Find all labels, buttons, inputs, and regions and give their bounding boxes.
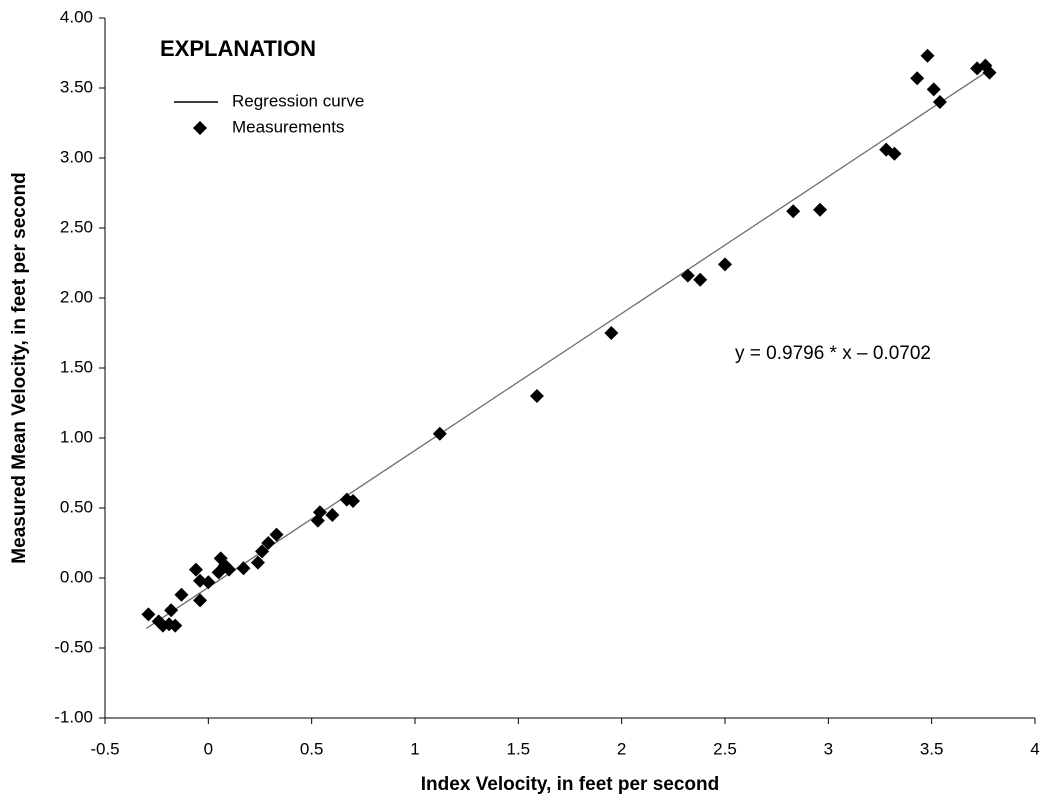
point [693, 272, 708, 287]
regression-line [145, 70, 988, 629]
point [312, 505, 327, 520]
point [222, 562, 236, 577]
point [932, 95, 947, 109]
legend-label: Regression curve [232, 91, 364, 110]
y-tick-label: 3.50 [60, 77, 93, 96]
x-tick-label: 2 [617, 739, 626, 758]
legend-label: Measurements [232, 117, 344, 136]
point [604, 326, 619, 340]
point [529, 389, 544, 403]
x-tick-label: -0.5 [90, 739, 119, 758]
point [236, 561, 251, 576]
x-axis-label: Index Velocity, in feet per second [421, 774, 719, 795]
point [201, 575, 216, 590]
point [910, 71, 925, 86]
x-tick-label: 1 [410, 739, 419, 758]
point [786, 204, 801, 219]
point [926, 82, 941, 97]
legend-title: EXPLANATION [160, 36, 316, 61]
point [168, 618, 183, 633]
y-tick-label: -0.50 [54, 637, 93, 656]
point [269, 527, 284, 542]
y-tick-label: 2.00 [60, 287, 93, 306]
point [813, 202, 828, 217]
y-tick-label: 0.00 [60, 567, 93, 586]
point [718, 257, 732, 272]
legend-marker [193, 121, 207, 135]
x-tick-label: 4 [1030, 739, 1039, 758]
x-tick-label: 2.5 [713, 739, 737, 758]
x-tick-label: 3.5 [920, 739, 944, 758]
point [141, 607, 156, 622]
x-tick-label: 0 [204, 739, 213, 758]
annotation: y = 0.9796 * x – 0.0702 [735, 343, 931, 364]
point [255, 544, 270, 559]
y-axis-label: Measured Mean Velocity, in feet per seco… [9, 172, 30, 563]
point [887, 146, 902, 161]
point [982, 65, 997, 80]
point [261, 536, 276, 550]
y-tick-label: 4.00 [60, 7, 93, 26]
x-tick-label: 0.5 [300, 739, 324, 758]
y-tick-label: -1.00 [54, 707, 93, 726]
point [920, 48, 935, 63]
point [325, 508, 340, 522]
x-tick-label: 3 [824, 739, 833, 758]
point [174, 587, 189, 602]
point [164, 603, 179, 618]
point [193, 593, 208, 608]
point [680, 268, 695, 283]
y-tick-label: 0.50 [60, 497, 93, 516]
y-tick-label: 3.00 [60, 147, 93, 166]
y-tick-label: 1.00 [60, 427, 93, 446]
x-tick-label: 1.5 [507, 739, 531, 758]
point [346, 494, 360, 508]
point [250, 555, 265, 570]
y-tick-label: 1.50 [60, 357, 93, 376]
y-tick-label: 2.50 [60, 217, 93, 236]
point [432, 426, 447, 441]
point [188, 562, 203, 577]
